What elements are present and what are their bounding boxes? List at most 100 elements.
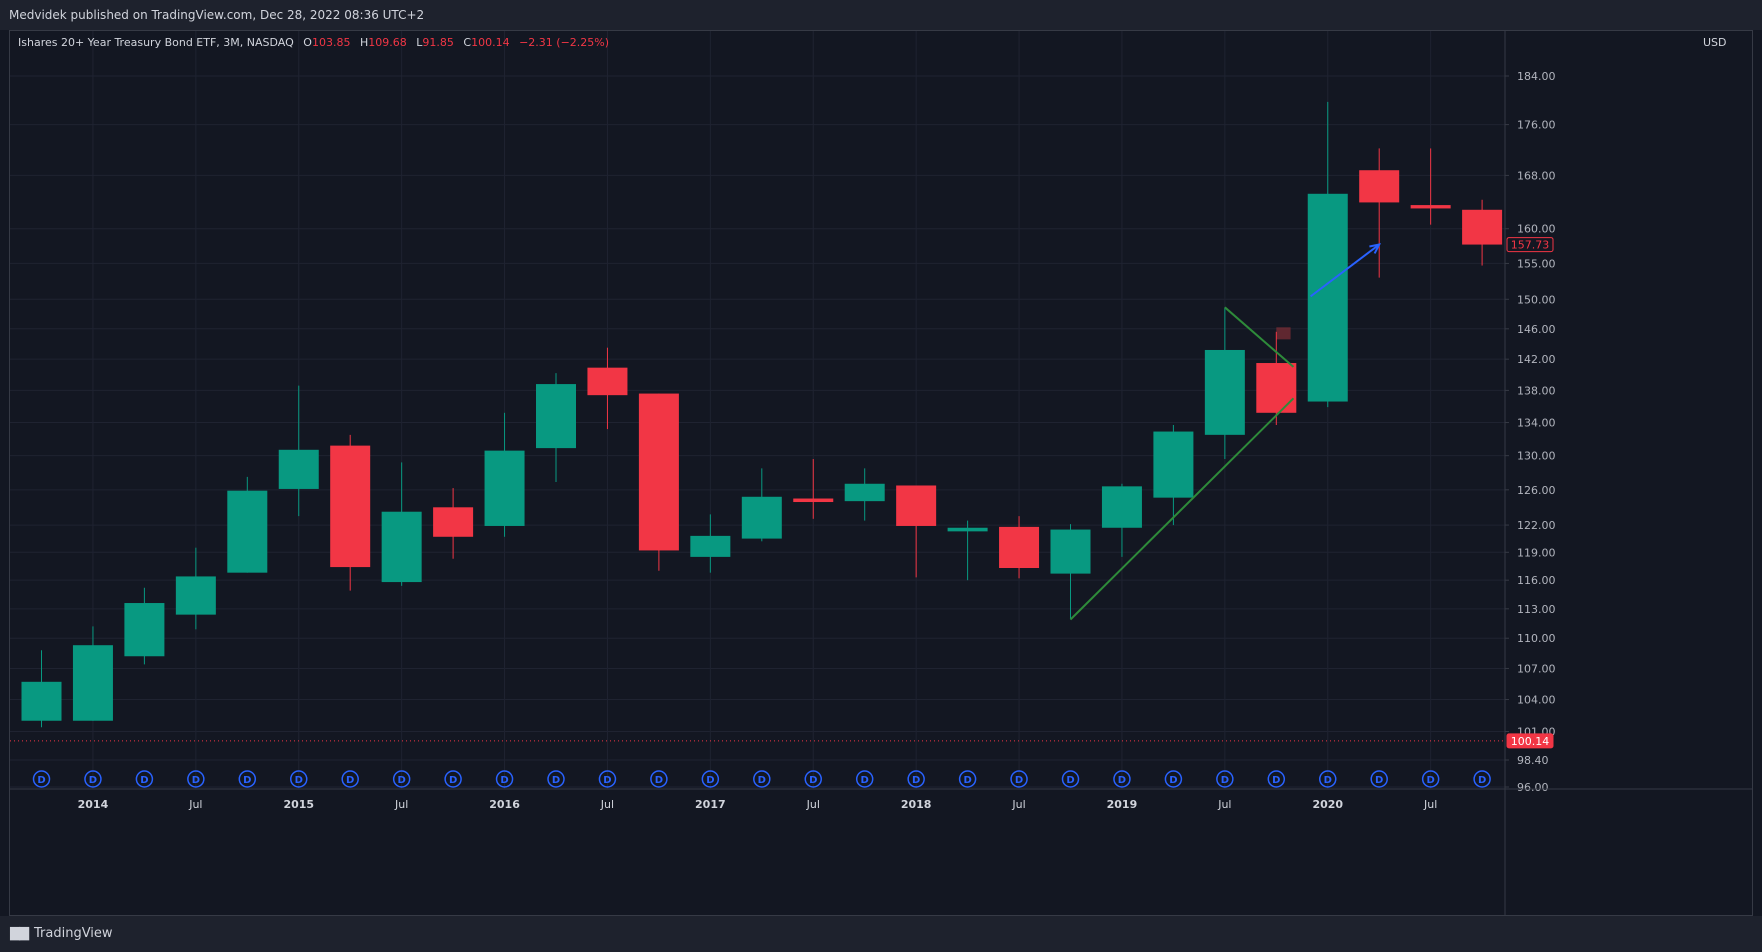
low-label: L bbox=[416, 36, 423, 49]
time-tick-label: 2018 bbox=[901, 798, 932, 811]
candle-body bbox=[690, 535, 731, 557]
candle-body bbox=[1101, 486, 1142, 528]
price-tick-label: 119.00 bbox=[1517, 546, 1556, 559]
dividend-badge: D bbox=[1113, 770, 1131, 788]
dividend-badge: D bbox=[135, 770, 154, 788]
dividend-badge: D bbox=[1010, 770, 1028, 788]
dividend-badge-text: D bbox=[1478, 775, 1486, 786]
candle bbox=[638, 393, 679, 571]
candle bbox=[278, 385, 319, 517]
dividend-badge: D bbox=[187, 770, 205, 788]
dividend-badge-ring bbox=[753, 770, 771, 788]
dividend-badge: D bbox=[907, 770, 925, 788]
dividend-badge-ring bbox=[1370, 770, 1388, 788]
price-tick-label: 104.00 bbox=[1517, 694, 1556, 707]
time-tick-label: Jul bbox=[1011, 798, 1025, 811]
dividend-badge: D bbox=[290, 770, 308, 788]
dividend-badge-ring bbox=[444, 770, 462, 788]
last-price-label-text: 157.73 bbox=[1511, 239, 1550, 252]
candle bbox=[1256, 331, 1297, 425]
dividend-badge-text: D bbox=[449, 775, 457, 786]
dividend-badge-text: D bbox=[243, 775, 251, 786]
time-axis[interactable]: 2014 Jul 2015 Jul 2016 Jul 2017 Jul 2018 Jul 2019 J… bbox=[10, 788, 1752, 811]
candle-body bbox=[484, 450, 525, 526]
dividend-badge: D bbox=[341, 770, 359, 788]
dividend-badge-ring bbox=[547, 770, 565, 788]
price-tick-label: 160.00 bbox=[1517, 223, 1556, 236]
dividend-badge-text: D bbox=[346, 775, 354, 786]
dividend-badge-text: D bbox=[1426, 775, 1434, 786]
dividend-badge-text: D bbox=[1324, 775, 1332, 786]
candle-body bbox=[1256, 363, 1297, 413]
open-label: O bbox=[303, 36, 312, 49]
price-axis[interactable]: 96.0098.40101.00104.00107.00110.00113.00… bbox=[1504, 31, 1556, 915]
dividend-badge-ring bbox=[1319, 770, 1337, 788]
dividend-badge: D bbox=[238, 770, 257, 788]
close-label: C bbox=[463, 36, 472, 49]
candle-body bbox=[1410, 205, 1451, 209]
last-price-label: 157.73 bbox=[1506, 237, 1554, 253]
candle-body bbox=[1359, 170, 1400, 203]
footer-brand[interactable]: TradingView bbox=[34, 926, 113, 941]
dividend-badge-text: D bbox=[140, 775, 148, 786]
time-tick-label: Jul bbox=[600, 798, 614, 811]
dividend-badge-ring bbox=[598, 770, 617, 788]
price-tick-label: 142.00 bbox=[1517, 353, 1556, 366]
time-tick-label: 2016 bbox=[489, 798, 520, 811]
candle-body bbox=[793, 498, 834, 503]
candle-body bbox=[999, 526, 1040, 569]
projection-arrow bbox=[1309, 243, 1380, 298]
dividend-badge-text: D bbox=[552, 775, 560, 786]
current-price-label-box bbox=[1506, 733, 1554, 749]
dividend-badge: D bbox=[1473, 770, 1491, 788]
footer-bar: ▇▇ TradingView bbox=[0, 916, 1762, 952]
dividend-badge: D bbox=[1319, 770, 1337, 788]
publisher-text: Medvidek published on TradingView.com, D… bbox=[9, 8, 425, 22]
tradingview-logo-icon[interactable]: ▇▇ bbox=[10, 926, 29, 941]
candle bbox=[381, 462, 422, 586]
dividend-badge-ring bbox=[650, 770, 668, 788]
dividend-badge-text: D bbox=[397, 775, 405, 786]
change-value: −2.31 (−2.25%) bbox=[519, 36, 610, 49]
candle-body bbox=[381, 511, 422, 583]
candle bbox=[1050, 524, 1091, 620]
candle bbox=[1410, 148, 1451, 225]
time-tick-label: 2014 bbox=[78, 798, 109, 811]
candle-body bbox=[536, 384, 576, 449]
resistance-box bbox=[1276, 327, 1291, 340]
dividend-badge-ring bbox=[1473, 770, 1491, 788]
candle-body bbox=[1153, 431, 1194, 498]
candle bbox=[1359, 148, 1400, 278]
price-tick-label: 98.40 bbox=[1517, 754, 1549, 767]
currency-label[interactable]: USD bbox=[1703, 36, 1727, 49]
candle bbox=[1101, 483, 1142, 557]
dividend-badge-ring bbox=[1267, 770, 1286, 788]
candles-layer bbox=[21, 101, 1503, 728]
dividend-badge-ring bbox=[495, 770, 514, 788]
candle bbox=[433, 488, 474, 559]
dividend-badge-text: D bbox=[1272, 775, 1280, 786]
chart-pane[interactable]: D D D D D D D D D D D D D D D D D D D D D D D D D D D D D 96.00 98.40… bbox=[9, 30, 1753, 916]
dividend-badge-text: D bbox=[861, 775, 869, 786]
candle-body bbox=[124, 603, 165, 657]
candle bbox=[1307, 101, 1348, 408]
dividend-badge: D bbox=[392, 770, 411, 788]
dividend-badge-text: D bbox=[1221, 775, 1229, 786]
high-value: 109.68 bbox=[368, 36, 407, 49]
candle bbox=[741, 468, 782, 542]
candlestick-chart[interactable]: D D D D D D D D D D D D D D D D D D D D D D D D D D D D D 96.00 98.40… bbox=[10, 31, 1752, 915]
dividend-badge-text: D bbox=[1375, 775, 1383, 786]
dividend-badge-text: D bbox=[37, 775, 45, 786]
candle-body bbox=[947, 527, 988, 532]
publisher-bar: Medvidek published on TradingView.com, D… bbox=[0, 0, 1762, 30]
candle bbox=[330, 434, 371, 591]
price-tick-label: 96.00 bbox=[1517, 781, 1549, 794]
price-tick-label: 130.00 bbox=[1517, 450, 1556, 463]
dividend-badge-text: D bbox=[809, 775, 817, 786]
candle bbox=[1204, 307, 1245, 460]
candle bbox=[690, 514, 731, 573]
price-tick-label: 150.00 bbox=[1517, 293, 1556, 306]
dividend-badge: D bbox=[958, 770, 977, 788]
candle-body bbox=[896, 485, 937, 526]
